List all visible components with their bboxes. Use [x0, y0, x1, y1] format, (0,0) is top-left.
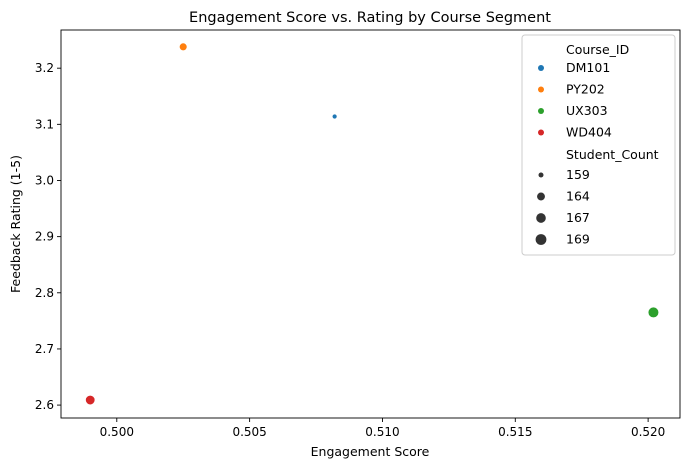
legend-size-label: 164 [566, 189, 590, 204]
x-tick-label: 0.500 [100, 425, 134, 439]
legend-size-label: 159 [566, 167, 590, 182]
y-tick-label: 3.1 [35, 117, 54, 131]
y-tick-label: 3.0 [35, 173, 54, 187]
legend-size-marker [536, 213, 546, 223]
data-point-py202 [178, 42, 188, 52]
x-tick-label: 0.505 [232, 425, 266, 439]
legend-marker-py202 [538, 86, 544, 93]
legend-marker-wd404 [538, 129, 544, 136]
y-tick-label: 2.9 [35, 230, 54, 244]
x-tick-label: 0.510 [365, 425, 399, 439]
legend-size-title: Student_Count [566, 147, 659, 162]
legend-size-marker [535, 234, 547, 245]
legend-hue-items: DM101 PY202 UX303 WD404 [538, 60, 612, 140]
legend-box [521, 34, 676, 256]
data-point-dm101 [331, 113, 338, 120]
x-tick-label: 0.515 [498, 425, 532, 439]
legend-label-py202: PY202 [566, 82, 605, 97]
y-tick-label: 2.7 [35, 342, 54, 356]
legend-marker-ux303 [538, 108, 544, 114]
y-axis-ticks: 2.6 2.7 2.8 2.9 3.0 3.1 3.2 [35, 61, 61, 412]
legend-size-marker [538, 172, 544, 178]
y-tick-label: 2.8 [35, 286, 54, 300]
legend-size-label: 167 [566, 210, 590, 225]
legend-hue-title: Course_ID [566, 42, 629, 57]
legend-label-ux303: UX303 [566, 103, 608, 118]
legend-label-dm101: DM101 [566, 60, 610, 75]
x-axis-ticks: 0.500 0.505 0.510 0.515 0.520 [100, 418, 665, 439]
y-tick-label: 2.6 [35, 398, 54, 412]
plot-frame [60, 29, 681, 419]
scatter-points [85, 42, 660, 406]
data-point-wd404 [85, 394, 96, 406]
legend-size-items: 159 164 167 169 [535, 167, 590, 247]
x-axis-label: Engagement Score [311, 444, 430, 459]
legend-label-wd404: WD404 [566, 125, 612, 140]
chart-title: Engagement Score vs. Rating by Course Se… [189, 10, 551, 26]
x-tick-label: 0.520 [631, 425, 665, 439]
data-point-ux303 [647, 306, 660, 319]
legend-marker-dm101 [538, 65, 544, 71]
legend: Course_ID DM101 PY202 UX303 WD404 Student_C… [521, 34, 676, 256]
legend-size-marker [537, 192, 545, 201]
y-tick-label: 3.2 [35, 61, 54, 75]
legend-size-label: 169 [566, 232, 590, 247]
y-axis-label: Feedback Rating (1-5) [8, 155, 23, 293]
